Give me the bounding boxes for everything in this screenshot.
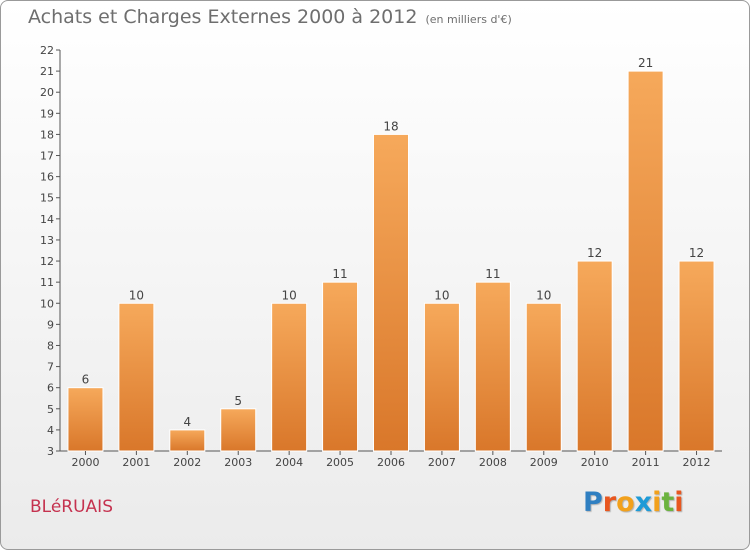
y-tick-label: 21 <box>40 65 54 78</box>
bar <box>322 281 359 452</box>
x-tick-label: 2004 <box>275 456 303 469</box>
y-tick-label: 13 <box>40 234 54 247</box>
bar <box>67 387 104 452</box>
y-tick-label: 17 <box>40 150 54 163</box>
bar-value-label: 10 <box>434 288 449 302</box>
bar <box>525 302 562 452</box>
bar-value-label: 10 <box>536 288 551 302</box>
x-tick-label: 2001 <box>122 456 150 469</box>
bar-value-label: 11 <box>332 267 347 281</box>
y-tick-label: 6 <box>47 382 54 395</box>
y-tick-label: 14 <box>40 213 54 226</box>
x-tick-label: 2002 <box>173 456 201 469</box>
y-tick-label: 7 <box>47 361 54 374</box>
bar <box>423 302 460 452</box>
x-tick-label: 2010 <box>581 456 609 469</box>
y-tick-label: 15 <box>40 192 54 205</box>
x-tick-label: 2012 <box>683 456 711 469</box>
x-tick-label: 2009 <box>530 456 558 469</box>
chart-subtitle: (en milliers d'€) <box>425 13 512 26</box>
logo-letter: x <box>634 487 653 518</box>
x-tick-label: 2006 <box>377 456 405 469</box>
y-tick-label: 3 <box>47 445 54 458</box>
chart-title-block: Achats et Charges Externes 2000 à 2012 (e… <box>28 6 512 28</box>
y-tick-label: 9 <box>47 318 54 331</box>
y-tick-label: 12 <box>40 255 54 268</box>
bar <box>220 408 257 452</box>
proxiti-logo[interactable]: Proxiti <box>583 487 684 518</box>
bar-value-label: 5 <box>234 394 242 408</box>
logo-letter: P <box>583 487 603 518</box>
y-tick-label: 20 <box>40 86 54 99</box>
bar <box>474 281 511 452</box>
bar-value-label: 11 <box>485 267 500 281</box>
bar <box>373 133 409 452</box>
bar-value-label: 18 <box>383 119 398 133</box>
logo-letter: t <box>661 487 675 518</box>
bar <box>118 302 155 452</box>
y-tick-label: 22 <box>40 44 54 57</box>
bar <box>169 429 206 452</box>
logo-letter: i <box>652 487 662 518</box>
logo-letter: o <box>616 487 635 518</box>
bar-value-label: 12 <box>689 246 704 260</box>
logo-letter: r <box>602 487 617 518</box>
bar-value-label: 21 <box>638 56 653 70</box>
y-tick-label: 18 <box>40 128 54 141</box>
x-tick-label: 2008 <box>479 456 507 469</box>
x-tick-label: 2007 <box>428 456 456 469</box>
y-tick-label: 10 <box>40 297 54 310</box>
bar <box>678 260 715 452</box>
logo-letter: i <box>674 487 684 518</box>
x-tick-label: 2003 <box>224 456 252 469</box>
x-tick-label: 2000 <box>71 456 99 469</box>
y-tick-label: 19 <box>40 107 54 120</box>
bar <box>627 70 664 452</box>
bar-value-label: 4 <box>183 415 191 429</box>
bar-value-label: 6 <box>82 373 90 387</box>
bar-value-label: 10 <box>129 288 144 302</box>
x-tick-label: 2011 <box>632 456 660 469</box>
bar-value-label: 10 <box>282 288 297 302</box>
y-tick-label: 16 <box>40 171 54 184</box>
bar <box>576 260 613 452</box>
chart-title: Achats et Charges Externes 2000 à 2012 <box>28 6 418 28</box>
y-tick-label: 4 <box>47 424 54 437</box>
x-tick-label: 2005 <box>326 456 354 469</box>
y-tick-label: 5 <box>47 403 54 416</box>
bar-value-label: 12 <box>587 246 602 260</box>
commune-name: BLéRUAIS <box>30 497 113 517</box>
y-tick-label: 11 <box>40 276 54 289</box>
y-tick-label: 8 <box>47 339 54 352</box>
bar <box>271 302 308 452</box>
